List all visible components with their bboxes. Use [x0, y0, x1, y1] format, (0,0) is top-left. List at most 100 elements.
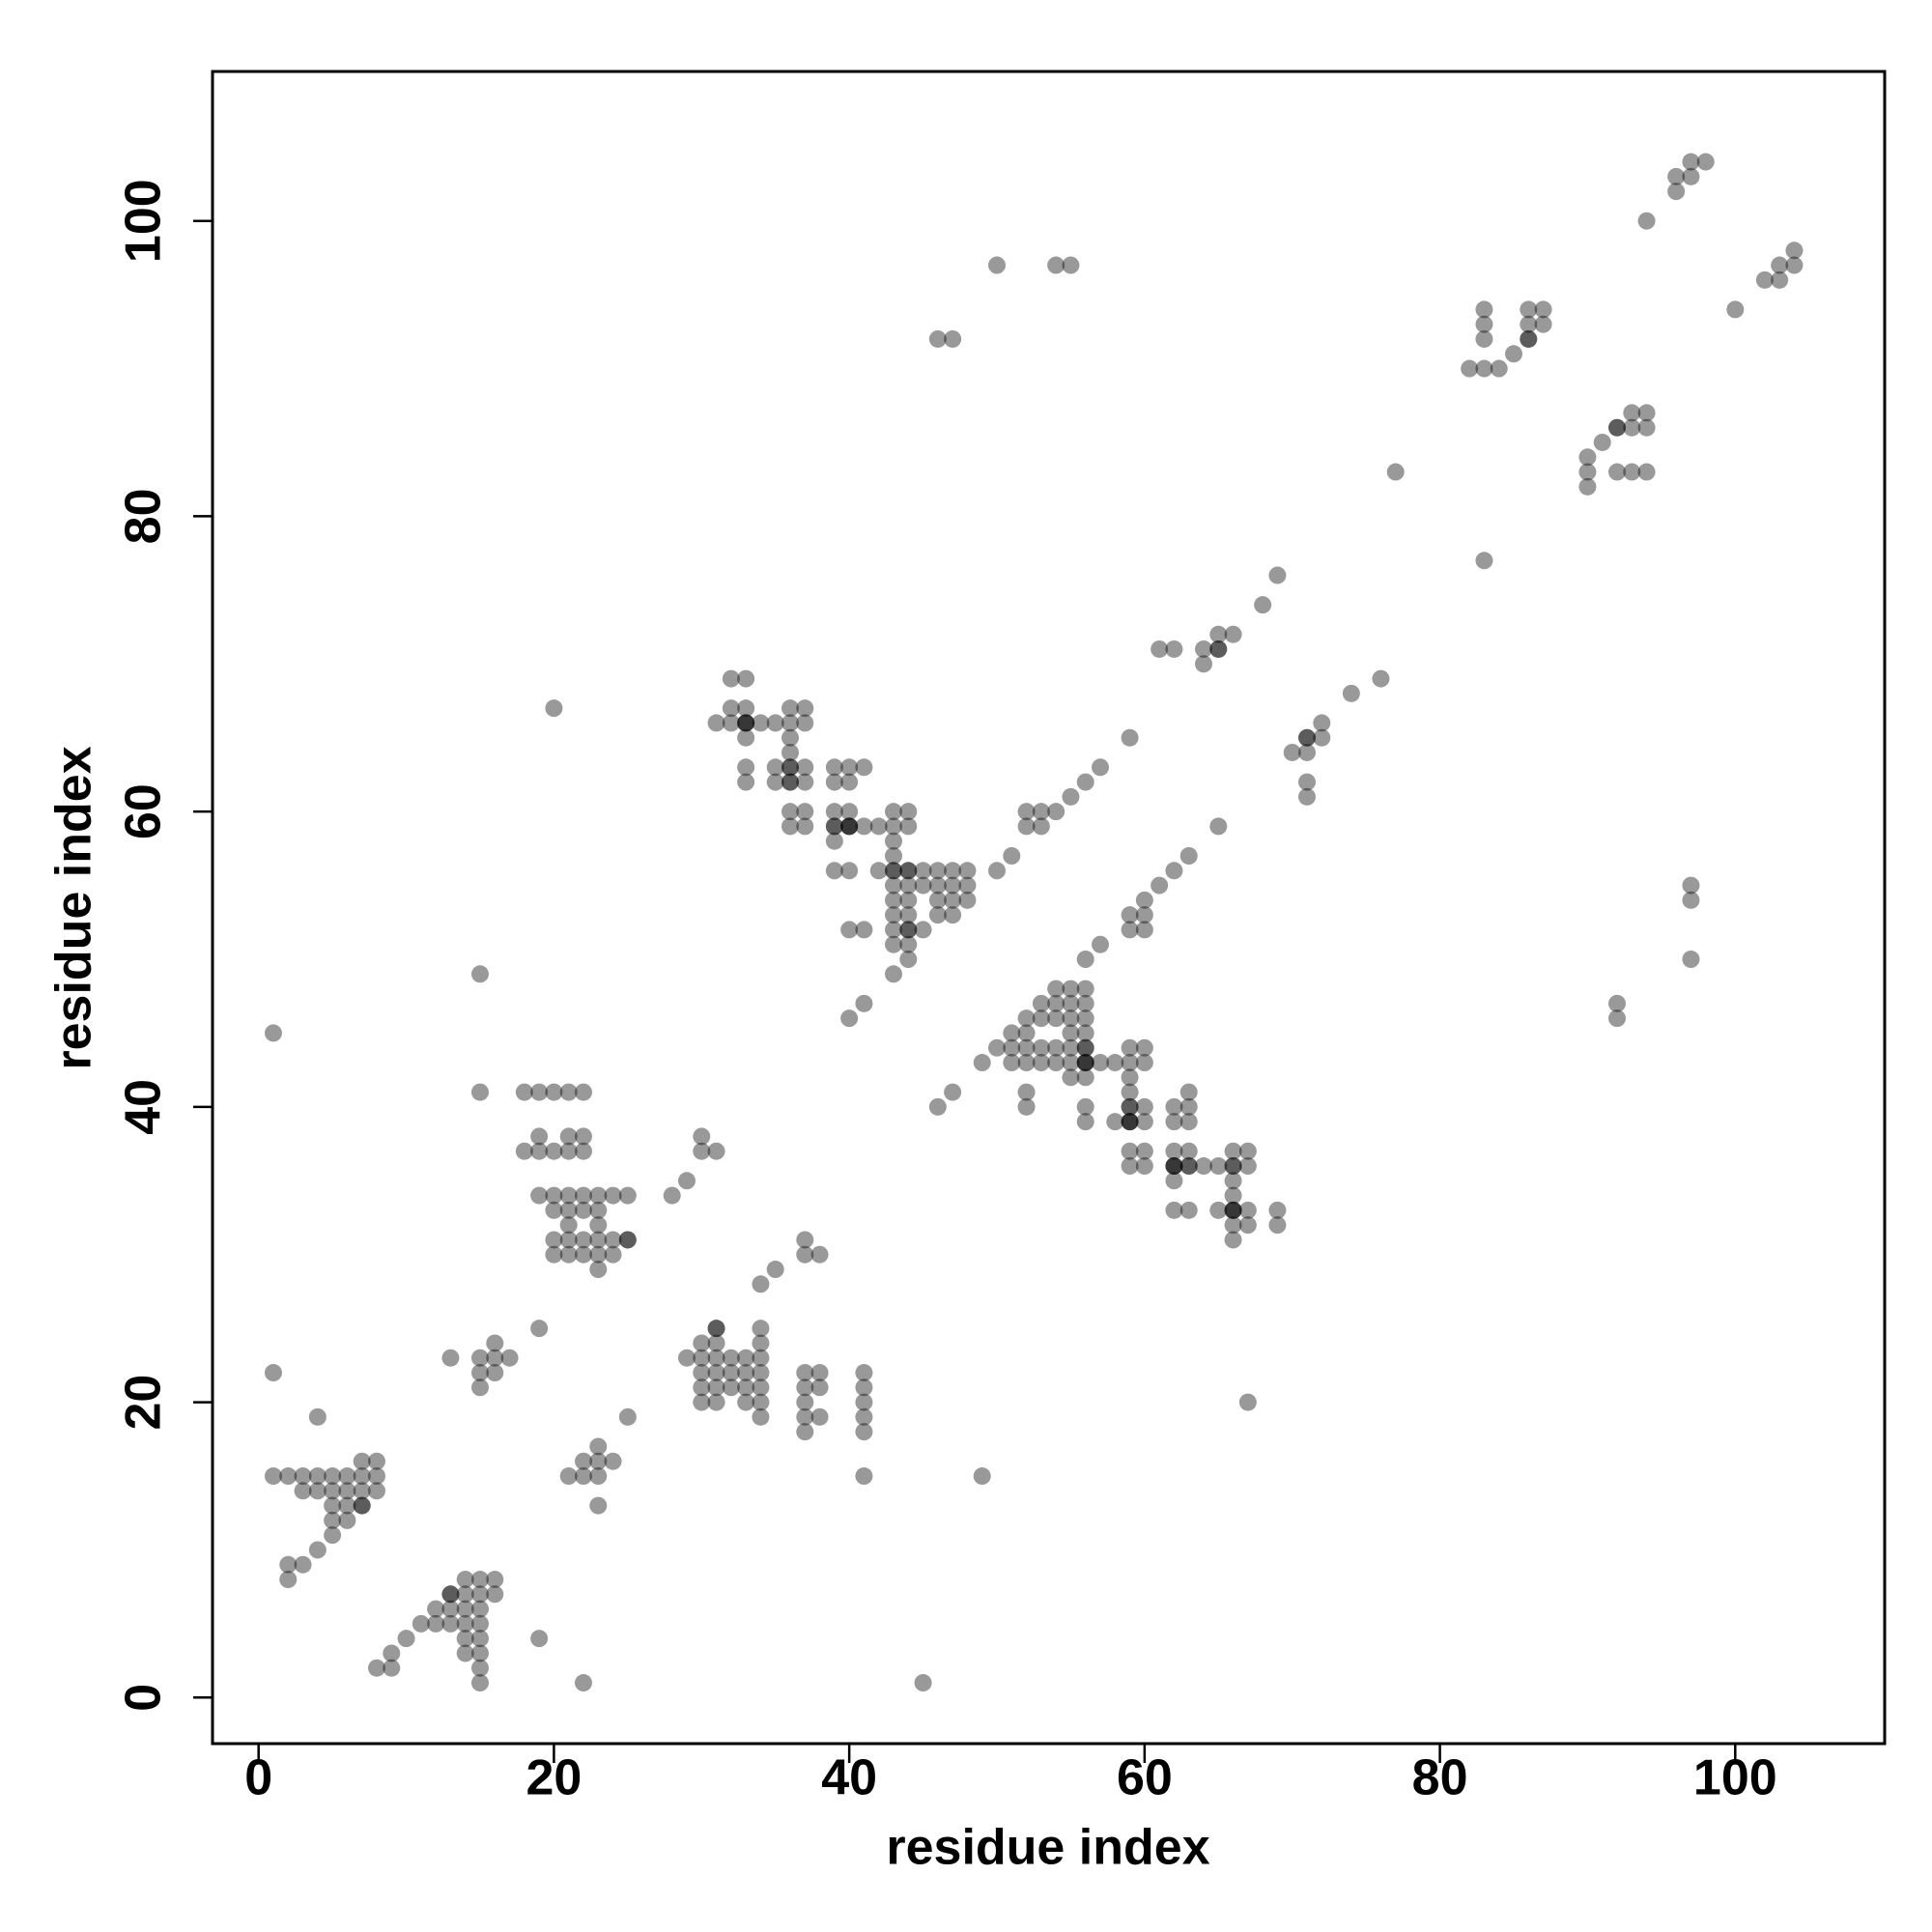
point	[470, 1378, 489, 1397]
point	[693, 1378, 711, 1397]
point	[545, 1083, 563, 1101]
point	[958, 876, 977, 895]
point	[1076, 1009, 1094, 1028]
point	[279, 1467, 298, 1486]
point	[1238, 1157, 1257, 1176]
y-tick-label: 80	[116, 488, 172, 544]
point	[1165, 1201, 1183, 1219]
point	[752, 1349, 770, 1367]
point	[338, 1496, 356, 1515]
point	[1490, 359, 1508, 378]
point	[1032, 817, 1050, 836]
point	[855, 994, 873, 1012]
point	[1608, 463, 1627, 481]
point	[1475, 552, 1493, 570]
point	[884, 965, 902, 983]
point	[737, 758, 755, 777]
point	[604, 1231, 622, 1249]
point	[899, 891, 918, 909]
point	[884, 862, 902, 880]
point	[1179, 846, 1198, 865]
point	[1637, 212, 1656, 230]
point	[810, 1245, 829, 1264]
point	[707, 1334, 725, 1352]
point	[574, 1142, 592, 1160]
point	[1179, 1113, 1198, 1131]
point	[914, 876, 932, 895]
point	[1047, 1009, 1065, 1028]
point	[1667, 167, 1686, 185]
point	[1342, 684, 1360, 702]
point	[308, 1467, 327, 1486]
point	[456, 1614, 474, 1633]
point	[958, 891, 977, 909]
point	[1224, 625, 1242, 643]
point	[1003, 846, 1021, 865]
x-tick-label: 0	[244, 1750, 272, 1806]
point	[1179, 1142, 1198, 1160]
point	[574, 1674, 592, 1692]
point	[796, 1231, 814, 1249]
point	[840, 817, 859, 836]
point	[1151, 876, 1169, 895]
point	[944, 891, 962, 909]
point	[1386, 463, 1405, 481]
point	[1135, 906, 1153, 924]
point	[367, 1659, 385, 1677]
point	[1682, 951, 1700, 969]
point	[707, 1320, 725, 1338]
point	[1209, 817, 1228, 836]
point	[559, 1083, 578, 1101]
point	[840, 1009, 859, 1028]
point	[618, 1231, 637, 1249]
point	[855, 1423, 873, 1441]
point	[914, 862, 932, 880]
point	[1135, 1142, 1153, 1160]
point	[1076, 1113, 1094, 1131]
point	[589, 1437, 608, 1456]
point	[899, 817, 918, 836]
point	[1121, 1068, 1139, 1087]
point	[1283, 743, 1301, 761]
point	[707, 1349, 725, 1367]
point	[752, 1275, 770, 1293]
point	[855, 1378, 873, 1397]
point	[781, 773, 799, 791]
point	[1047, 1054, 1065, 1072]
point	[737, 714, 755, 732]
point	[825, 862, 843, 880]
point	[559, 1231, 578, 1249]
point	[589, 1452, 608, 1470]
point	[840, 758, 859, 777]
point	[589, 1201, 608, 1219]
point	[441, 1600, 460, 1618]
point	[1017, 1038, 1036, 1057]
point	[737, 1364, 755, 1382]
point	[1076, 1054, 1094, 1072]
point	[1224, 1142, 1242, 1160]
point	[545, 1142, 563, 1160]
point	[855, 1467, 873, 1486]
point	[737, 1378, 755, 1397]
point	[1298, 773, 1317, 791]
point	[1268, 1216, 1287, 1235]
point	[1121, 1097, 1139, 1116]
point	[324, 1467, 342, 1486]
point	[324, 1482, 342, 1500]
point	[1076, 1024, 1094, 1042]
point	[752, 1320, 770, 1338]
point	[383, 1644, 401, 1662]
point	[1151, 639, 1169, 658]
point	[353, 1482, 371, 1500]
point	[781, 773, 799, 791]
point	[324, 1526, 342, 1545]
point	[427, 1614, 445, 1633]
point	[781, 743, 799, 761]
point	[1785, 242, 1804, 260]
point	[545, 1201, 563, 1219]
point	[944, 876, 962, 895]
point	[574, 1127, 592, 1146]
point	[486, 1349, 504, 1367]
point	[722, 669, 740, 688]
